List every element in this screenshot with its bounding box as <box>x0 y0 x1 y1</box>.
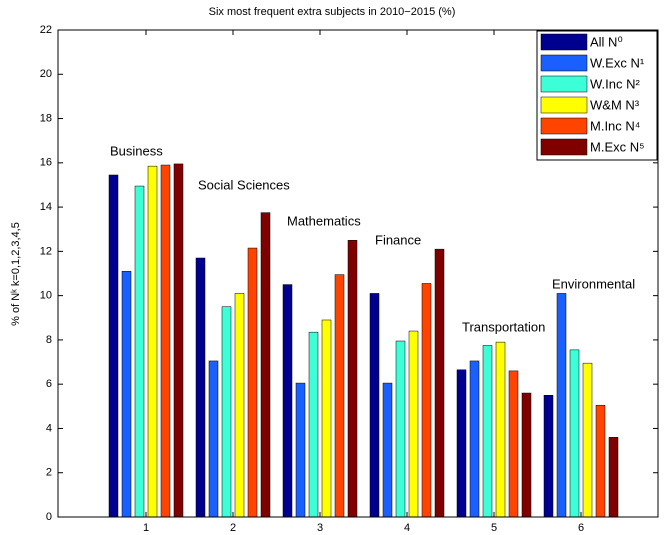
bar <box>308 331 319 518</box>
y-tick-label: 22 <box>40 24 52 36</box>
y-tick-label: 0 <box>46 511 52 523</box>
y-tick-label: 10 <box>40 290 52 302</box>
y-tick-label: 12 <box>40 245 52 257</box>
y-tick-label: 8 <box>46 334 52 346</box>
bar <box>421 283 432 518</box>
bar <box>569 349 580 518</box>
bar <box>234 293 245 518</box>
bar <box>121 271 132 518</box>
y-tick-label: 14 <box>40 201 52 213</box>
y-axis-label: % of Nᵏ k=0,1,2,3,4,5 <box>10 222 22 326</box>
y-tick-label: 2 <box>46 467 52 479</box>
x-tick-label: 2 <box>230 522 236 534</box>
legend-swatch <box>540 96 588 114</box>
bar <box>434 248 445 518</box>
x-tick-label: 5 <box>491 522 497 534</box>
bar <box>482 345 493 518</box>
legend-swatch <box>540 54 588 72</box>
bar <box>247 247 258 518</box>
legend-label: M.Exc N⁵ <box>590 139 645 154</box>
annotation: Business <box>110 143 163 158</box>
plot-frame <box>57 29 659 518</box>
annotation: Finance <box>375 232 421 247</box>
legend-label: W.Inc N² <box>590 76 641 91</box>
legend-swatch <box>540 75 588 93</box>
y-tick-label: 4 <box>46 422 52 434</box>
x-tick-label: 6 <box>578 522 584 534</box>
x-tick-label: 1 <box>143 522 149 534</box>
bar <box>556 293 567 518</box>
bar <box>108 174 119 518</box>
y-tick-label: 20 <box>40 68 52 80</box>
y-tick-label: 6 <box>46 378 52 390</box>
x-tick-label: 3 <box>317 522 323 534</box>
bar <box>456 369 467 518</box>
bar <box>595 404 606 518</box>
legend-label: M.Inc N⁴ <box>590 118 640 133</box>
bar <box>508 370 519 518</box>
bar <box>134 185 145 518</box>
bar <box>382 382 393 518</box>
bar <box>195 257 206 518</box>
bar <box>147 165 158 518</box>
x-tick-label: 4 <box>404 522 410 534</box>
annotation: Mathematics <box>287 213 361 228</box>
bar <box>495 341 506 518</box>
bar <box>221 306 232 518</box>
bar <box>408 330 419 518</box>
bar <box>543 395 554 518</box>
bar <box>469 360 480 518</box>
bar <box>608 437 619 518</box>
legend-box <box>536 30 658 161</box>
legend-swatch <box>540 117 588 135</box>
bar <box>160 164 171 518</box>
bar <box>347 240 358 518</box>
annotation: Transportation <box>462 319 545 334</box>
legend-label: All N⁰ <box>590 34 623 49</box>
bar <box>282 284 293 518</box>
annotation: Environmental <box>552 276 635 291</box>
legend-label: W&M N³ <box>590 97 640 112</box>
bar <box>208 360 219 518</box>
bar <box>521 392 532 518</box>
annotation: Social Sciences <box>198 177 290 192</box>
bar <box>295 382 306 518</box>
bar <box>260 212 271 518</box>
bar <box>395 340 406 518</box>
legend-label: W.Exc N¹ <box>590 55 645 70</box>
bar <box>334 274 345 518</box>
chart-title: Six most frequent extra subjects in 2010… <box>209 6 456 18</box>
bar <box>321 319 332 518</box>
bar <box>173 163 184 518</box>
bar <box>369 293 380 518</box>
y-tick-label: 16 <box>40 157 52 169</box>
legend-swatch <box>540 138 588 156</box>
y-tick-label: 18 <box>40 112 52 124</box>
legend-swatch <box>540 33 588 51</box>
bar <box>582 362 593 518</box>
